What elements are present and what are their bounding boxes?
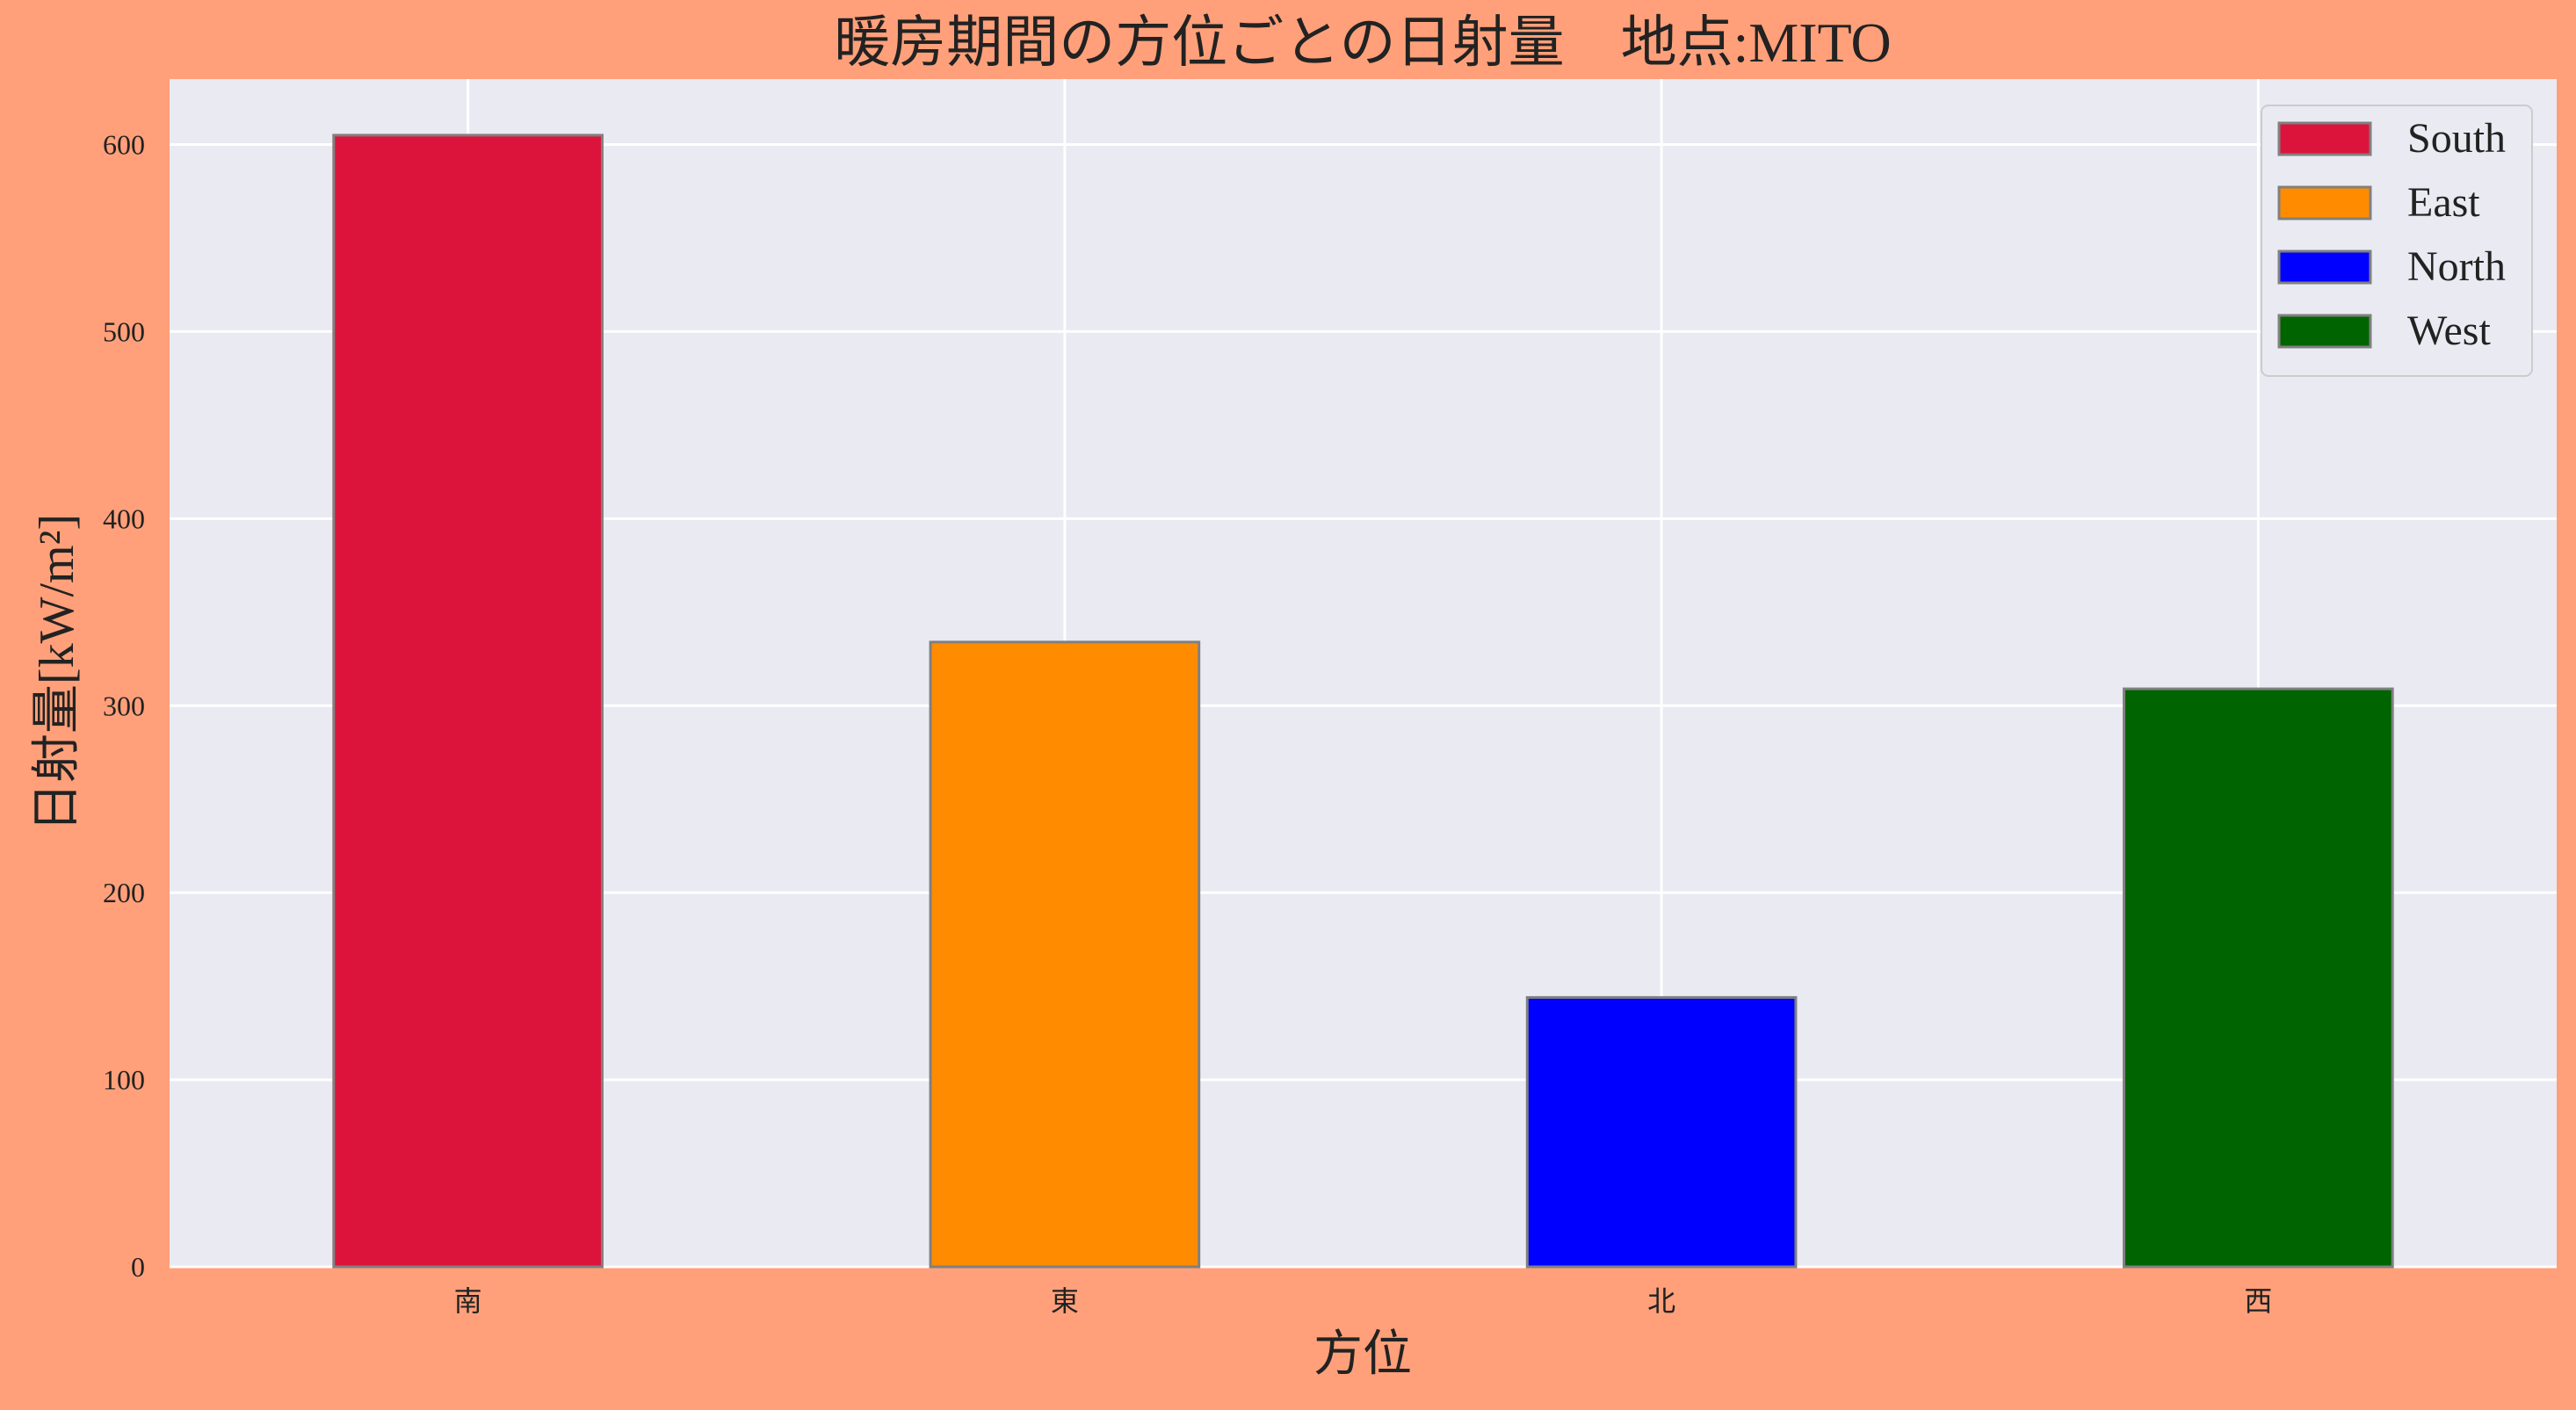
legend-label-east: East <box>2407 179 2480 226</box>
legend-swatch-south <box>2277 121 2372 156</box>
x-tick-label: 南 <box>454 1285 482 1317</box>
x-tick-labels: 南東北西 <box>454 1285 2273 1317</box>
bar-east <box>929 640 1201 1269</box>
bar-south <box>332 134 604 1269</box>
legend-swatch-west <box>2277 314 2372 349</box>
y-tick-label: 400 <box>103 503 145 534</box>
y-tick-labels: 0 100 200 300 400 500 600 <box>103 129 145 1283</box>
x-tick-label: 西 <box>2244 1285 2272 1317</box>
bar-north <box>1525 995 1798 1269</box>
legend-label-west: West <box>2407 307 2491 354</box>
y-tick-label: 0 <box>131 1251 145 1283</box>
x-tick-label: 北 <box>1647 1285 1675 1317</box>
y-axis-label: 日射量[kW/m²] <box>30 514 84 832</box>
legend-swatch-east <box>2277 185 2372 221</box>
x-tick-label: 東 <box>1051 1285 1079 1317</box>
y-tick-label: 600 <box>103 129 145 161</box>
bars <box>332 134 2394 1269</box>
y-tick-label: 500 <box>103 315 145 347</box>
y-tick-label: 300 <box>103 690 145 721</box>
legend-swatch-north <box>2277 249 2372 285</box>
legend-label-south: South <box>2407 115 2506 162</box>
legend: South East North West <box>2261 105 2533 377</box>
y-tick-label: 100 <box>103 1064 145 1095</box>
legend-label-north: North <box>2407 243 2506 290</box>
x-axis-label: 方位 <box>1313 1327 1412 1382</box>
bar-west <box>2123 687 2394 1269</box>
y-tick-label: 200 <box>103 877 145 908</box>
chart-title: 暖房期間の方位ごとの日射量 地点:MITO <box>834 11 1892 74</box>
legend-box <box>2261 105 2533 377</box>
